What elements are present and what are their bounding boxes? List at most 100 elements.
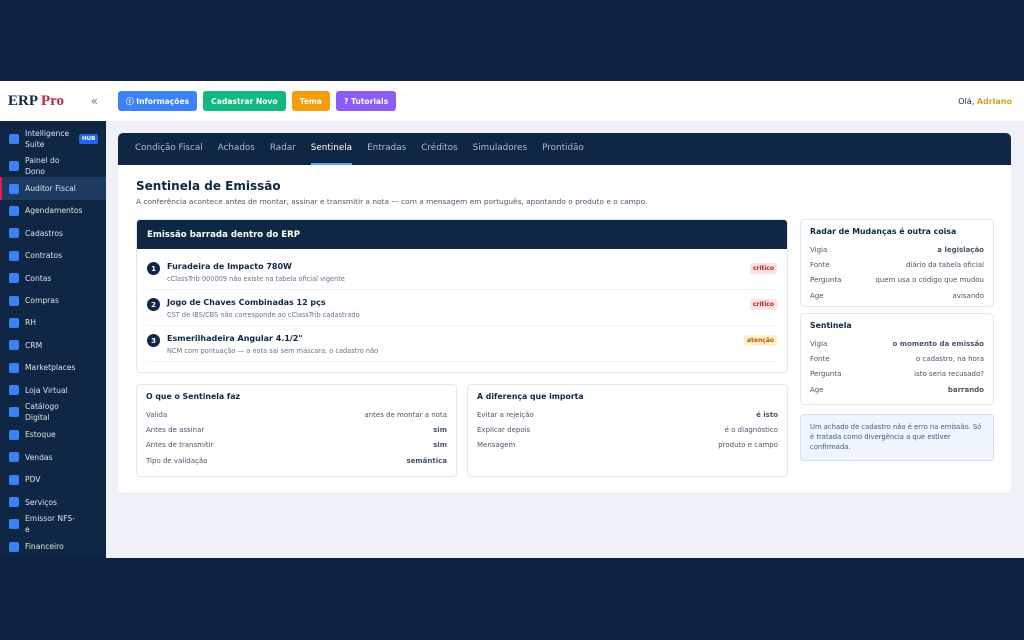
greeting: Olá, Adriano [958, 97, 1012, 106]
menu-label: Contratos [25, 251, 63, 261]
page-subtitle: A conferência acontece antes de montar, … [136, 197, 648, 206]
toolbar-button[interactable]: ? Tutoriais [335, 91, 397, 111]
menu-label: RH [25, 318, 36, 328]
toolbar-button[interactable]: Cadastrar Novo [203, 91, 286, 111]
row-label: Explicar depois [477, 426, 531, 435]
menu-item[interactable]: Contratos [0, 245, 106, 267]
item-number: 2 [147, 298, 160, 311]
menu-item[interactable]: PDV [0, 468, 106, 490]
card-row: Vigia o momento da emissão [810, 336, 984, 351]
menu-icon [9, 385, 19, 396]
card-row: Pergunta isto seria recusado? [810, 367, 984, 382]
menu-item[interactable]: Agendamentos [0, 200, 106, 222]
menu-item[interactable]: Serviços [0, 491, 106, 513]
item-number: 1 [147, 262, 160, 275]
brand-bar: ERP Pro « [0, 81, 106, 121]
page-title: Sentinela de Emissão [136, 179, 281, 193]
menu-item[interactable]: Contas [0, 267, 106, 289]
card-row: Antes de assinar sim [146, 422, 447, 437]
toolbar-button[interactable]: Tema [291, 91, 330, 111]
menu-item[interactable]: RH [0, 312, 106, 334]
row-label: Pergunta [810, 370, 842, 379]
item-detail: NCM com pontuação — a nota sai sem másca… [167, 347, 379, 355]
menu-item[interactable]: Marketplaces [0, 357, 106, 379]
card-row: Vigia a legislação [810, 242, 984, 257]
brand-accent: Pro [40, 92, 64, 109]
menu-label: Loja Virtual [25, 385, 68, 395]
menu-item[interactable]: Compras [0, 289, 106, 311]
row-value: é isto [756, 410, 778, 419]
tab[interactable]: Prontidão [542, 143, 584, 153]
menu-label: Marketplaces [25, 363, 76, 373]
tab[interactable]: Condição Fiscal [135, 143, 203, 153]
menu-icon [9, 205, 19, 216]
tab[interactable]: Simuladores [472, 143, 528, 153]
card-title: Sentinela [810, 321, 852, 330]
menu-icon [9, 340, 19, 351]
tab[interactable]: Radar [269, 143, 296, 153]
severity-badge: crítico [749, 299, 777, 310]
row-value: diário da tabela oficial [906, 261, 984, 270]
menu-label: CRM [25, 340, 43, 350]
card-row: Fonte o cadastro, na hora [810, 351, 984, 366]
menu-label: Estoque [25, 430, 56, 440]
card-row: Valida antes de montar a nota [146, 407, 447, 422]
row-label: Age [810, 291, 824, 300]
info-card: A diferença que importa Evitar a rejeição… [467, 384, 788, 477]
menu-label: PDV [25, 475, 41, 485]
row-value: barrando [947, 385, 984, 394]
tab[interactable]: Entradas [367, 143, 407, 153]
menu-item[interactable]: CRM [0, 334, 106, 356]
item-detail: CST de IBS/CBS não corresponde ao cClass… [167, 311, 360, 319]
row-value: sim [433, 426, 447, 435]
item-number: 3 [147, 334, 160, 347]
menu-item[interactable]: Financeiro [0, 536, 106, 558]
tab[interactable]: Sentinela [310, 133, 353, 165]
row-value: o cadastro, na hora [915, 355, 984, 364]
menu-item[interactable]: Loja Virtual [0, 379, 106, 401]
card-title: O que o Sentinela faz [146, 392, 241, 401]
user-name[interactable]: Adriano [976, 96, 1012, 106]
panel-title: Emissão barrada dentro do ERP [137, 220, 787, 249]
blocked-item: 1 Furadeira de Impacto 780W cClassTrib 000… [147, 254, 777, 290]
menu-item[interactable]: Emissor NFS-e [0, 513, 106, 535]
menu-icon [9, 134, 19, 144]
menu-label: Financeiro [25, 542, 64, 552]
menu-item[interactable]: Intelligence Suite HUB [0, 123, 106, 155]
menu-icon [9, 228, 19, 239]
menu-label: Emissor NFS-e [25, 514, 75, 535]
card-row: Evitar a rejeição é isto [477, 407, 778, 422]
tab[interactable]: Créditos [421, 143, 458, 153]
severity-badge: crítico [749, 263, 777, 274]
collapse-button[interactable]: « [90, 94, 98, 108]
menu-item[interactable]: Cadastros [0, 222, 106, 244]
info-card: Radar de Mudanças é outra coisa Vigia a le… [800, 219, 994, 307]
row-label: Tipo de validação [146, 456, 208, 465]
row-label: Fonte [810, 261, 830, 270]
menu-icon [9, 541, 19, 552]
menu-item[interactable]: Catálogo Digital [0, 401, 106, 423]
menu-item[interactable]: Estoque [0, 424, 106, 446]
severity-badge: atenção [744, 335, 777, 346]
menu-icon [9, 497, 19, 508]
menu-item[interactable]: Painel do Dono [0, 155, 106, 177]
menu-label: Cadastros [25, 228, 63, 238]
menu-item[interactable]: Vendas [0, 446, 106, 468]
row-label: Vigia [810, 245, 828, 254]
row-value: é o diagnóstico [724, 426, 778, 435]
tab[interactable]: Achados [217, 143, 255, 153]
menu-icon [9, 295, 19, 306]
toolbar-button[interactable]: ⓘ Informações [118, 91, 198, 111]
row-label: Pergunta [810, 276, 842, 285]
info-card: O que o Sentinela faz Valida antes de mont… [136, 384, 457, 477]
sidebar: Intelligence Suite HUB Painel do Dono Audit… [0, 121, 106, 558]
item-name: Jogo de Chaves Combinadas 12 pçs [167, 298, 326, 307]
menu-icon [9, 183, 19, 194]
card-row: Tipo de validação semântica [146, 453, 447, 468]
menu-label: Serviços [25, 497, 57, 507]
row-label: Antes de transmitir [146, 441, 214, 450]
brand: ERP Pro [8, 93, 64, 110]
menu-label: Painel do Dono [25, 156, 60, 177]
menu-item[interactable]: Auditor Fiscal [0, 177, 106, 200]
